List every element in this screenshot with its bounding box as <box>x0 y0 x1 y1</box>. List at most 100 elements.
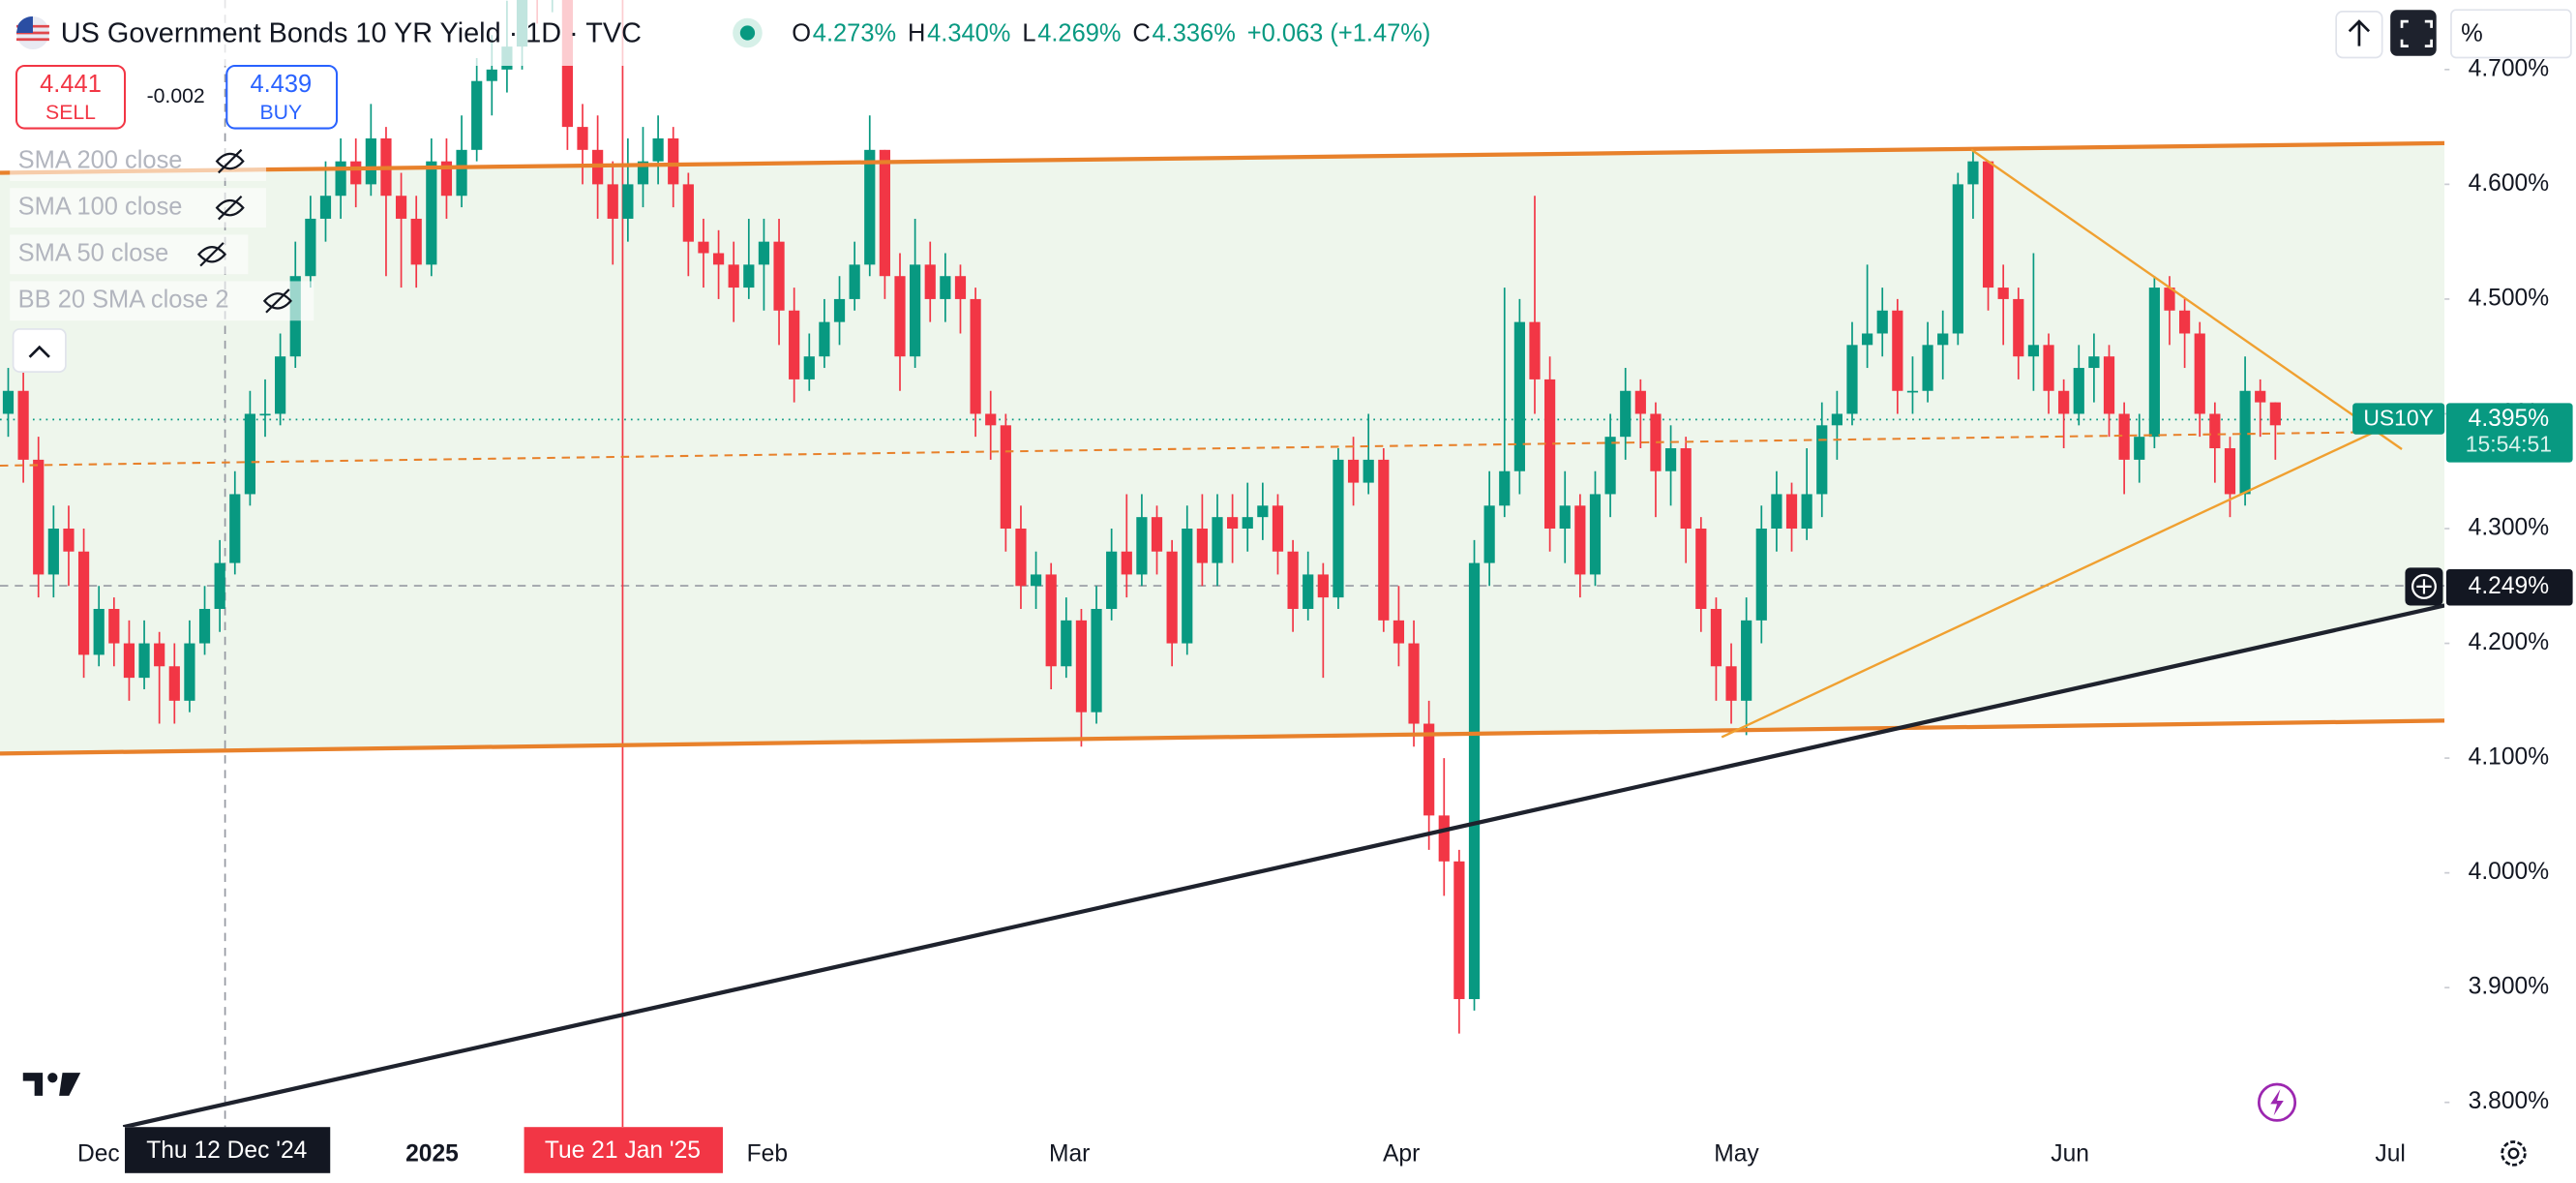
ohlc-key: O <box>792 19 811 46</box>
candle-body <box>2 390 15 414</box>
ohlc-key: L <box>1022 19 1035 46</box>
scale-input[interactable] <box>2450 9 2572 59</box>
x-tick-label: Jul <box>2375 1141 2405 1168</box>
candle-body <box>1982 161 1994 288</box>
candle-body <box>849 264 860 299</box>
candle-body <box>2239 390 2251 495</box>
hidden-eye-icon[interactable] <box>196 242 227 267</box>
y-tick-label: 3.800% <box>2469 1088 2550 1114</box>
triangle-bottom <box>1721 423 2391 739</box>
candle-body <box>410 218 422 265</box>
candle-body <box>1182 529 1193 644</box>
buy-button[interactable] <box>225 64 339 130</box>
candle-body <box>1604 437 1616 495</box>
candle-body <box>1136 517 1148 575</box>
ohlc-value: 4.336% <box>1153 19 1236 46</box>
candle-body <box>1664 448 1677 471</box>
candle-body <box>1091 608 1102 713</box>
candle-body <box>2073 368 2084 414</box>
candle-body <box>743 264 755 288</box>
settings-button[interactable] <box>2501 1140 2527 1167</box>
candle-body <box>819 321 830 357</box>
candle-body <box>2194 333 2205 414</box>
candle-body <box>2224 448 2236 495</box>
candle-body <box>2164 288 2175 311</box>
candle-body <box>1166 551 1178 644</box>
buy-price: 4.439 <box>250 71 312 98</box>
candle-body <box>1257 505 1269 518</box>
candle-body <box>33 459 45 575</box>
candle-body <box>1997 288 2009 299</box>
indicator-bg <box>10 141 267 181</box>
candle-body <box>2103 356 2115 414</box>
candle-body <box>1876 310 1888 334</box>
candle-body <box>1061 620 1072 667</box>
collapse-button[interactable] <box>12 328 67 373</box>
candle-body <box>1634 390 1646 414</box>
candle-body <box>2027 345 2040 357</box>
candle-body <box>1922 345 1933 391</box>
candle-body <box>1000 425 1011 530</box>
candle-body <box>577 127 588 150</box>
symbol-tag <box>2352 403 2445 435</box>
candle-body <box>1317 574 1329 598</box>
candle-body <box>1151 517 1163 552</box>
hidden-eye-icon[interactable] <box>215 195 245 221</box>
x-tick-label: May <box>1714 1141 1759 1168</box>
scale-mode: % <box>2461 19 2483 46</box>
collapse-icon <box>28 345 50 358</box>
candle-body <box>1967 161 1979 185</box>
ohlc-value: 4.273% <box>813 19 896 46</box>
candle-body <box>1846 345 1858 414</box>
candle-body <box>622 184 634 219</box>
candle-body <box>1831 413 1842 426</box>
candle-body <box>63 529 75 552</box>
last-price: 4.395% <box>2469 406 2550 432</box>
ohlc-value: 4.340% <box>927 19 1010 46</box>
candle-body <box>1015 529 1027 587</box>
candle-body <box>698 241 709 254</box>
candle-body <box>1695 529 1707 609</box>
header-band <box>0 0 2445 66</box>
candle-body <box>305 218 316 277</box>
add-icon <box>2411 573 2437 599</box>
ohlc-key: H <box>908 19 925 46</box>
candle-body <box>985 413 997 426</box>
indicator-label: BB 20 SMA close 2 <box>18 287 229 314</box>
candle-body <box>93 608 105 655</box>
candle-body <box>1423 723 1435 816</box>
candle-body <box>1952 184 1963 334</box>
candle-body <box>910 264 921 357</box>
candle-body <box>1741 620 1752 701</box>
crosshair-price: 4.249% <box>2469 573 2550 599</box>
hidden-eye-icon[interactable] <box>215 148 245 174</box>
hidden-eye-icon[interactable] <box>262 288 292 314</box>
candle-body <box>940 276 951 299</box>
candle-body <box>1725 666 1737 701</box>
fullscreen-button[interactable] <box>2390 10 2437 56</box>
candle-body <box>682 184 694 242</box>
candle-body <box>1030 574 1042 587</box>
candle-body <box>954 276 967 299</box>
tradingview-logo <box>22 1073 81 1096</box>
indicator-label: SMA 200 close <box>18 146 183 173</box>
candle-body <box>833 298 846 322</box>
candle-body <box>789 310 800 379</box>
candle-body <box>1242 517 1253 530</box>
x-tick-label: Mar <box>1049 1141 1090 1168</box>
candle-body <box>154 643 165 667</box>
candle-body <box>728 264 739 288</box>
sell-button[interactable] <box>15 64 127 130</box>
candle-body <box>123 643 135 679</box>
marker-date-tag <box>524 1127 723 1173</box>
symbol-title[interactable]: US Government Bonds 10 YR Yield · 1D · T… <box>61 17 642 48</box>
candle-body <box>1438 815 1450 862</box>
candle-body <box>1589 494 1602 575</box>
candle-body <box>1075 620 1088 713</box>
candle-body <box>1680 448 1692 530</box>
candle-body <box>1196 529 1208 563</box>
candle-body <box>168 666 180 701</box>
candle-body <box>1453 861 1465 1000</box>
indicator-label: SMA 50 close <box>18 239 169 266</box>
candle-body <box>1513 321 1525 471</box>
